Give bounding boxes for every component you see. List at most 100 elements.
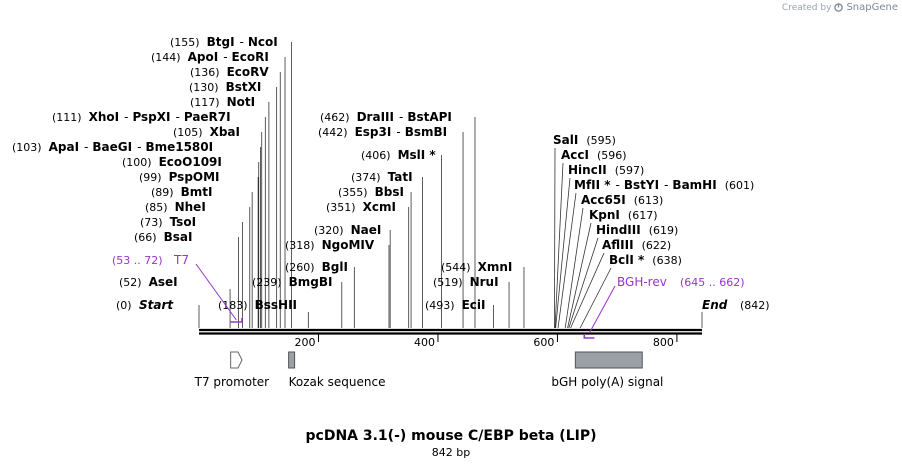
enzyme-site-msli: (406) MslI * [361, 148, 442, 328]
map-length: 842 bp [431, 446, 471, 459]
enzyme-site-pspomi: (99) PspOMI [139, 170, 259, 328]
enzyme-position: (66) [134, 231, 157, 244]
enzyme-site-draiii: (462) DraIII - BstAPI [320, 110, 476, 328]
feature-arrow [230, 351, 243, 369]
enzyme-name: AseI [149, 275, 178, 289]
credit-prefix: Created by [781, 2, 832, 13]
enzyme-site-hincii: HincII (597) [555, 163, 645, 329]
enzyme-name: NruI [470, 275, 499, 289]
enzyme-name: BsaI [164, 230, 193, 244]
enzyme-site-bmti: (89) BmtI [151, 185, 253, 328]
enzyme-name: NcoI [248, 35, 278, 49]
enzyme-name: NotI [227, 95, 256, 109]
enzyme-name: PspXI [132, 110, 170, 124]
enzyme-separator: - [399, 110, 403, 124]
enzyme-position: (155) [170, 36, 200, 49]
enzyme-site-ngomiv: (318) NgoMIV [285, 238, 390, 328]
enzyme-position: (73) [140, 216, 163, 229]
marker-name: End [702, 298, 728, 312]
enzyme-name: TsoI [170, 215, 196, 229]
feature-box [574, 351, 643, 369]
enzyme-separator: - [84, 140, 88, 154]
enzyme-separator: - [124, 110, 128, 124]
snapgene-credit: Created by SnapGene [782, 2, 898, 13]
axis-tick-label-200: 200 [294, 336, 315, 349]
feature-box [288, 351, 296, 369]
enzyme-leader-line [564, 207, 584, 329]
enzyme-leader-line [554, 147, 556, 329]
axis-tick-label-600: 600 [533, 336, 554, 349]
enzyme-position: (351) [326, 201, 356, 214]
enzyme-site-naei: (320) NaeI [314, 223, 391, 328]
enzyme-position: (622) [642, 239, 672, 252]
enzyme-name: BmgBI [289, 275, 333, 289]
enzyme-name: HindIII [596, 223, 641, 237]
enzyme-name: BglI [322, 260, 348, 274]
enzyme-site-esp3i: (442) Esp3I - BsmBI [318, 125, 464, 328]
primer-arrow [230, 318, 243, 323]
enzyme-name: BstYI [624, 178, 659, 192]
feature-label: Kozak sequence [289, 375, 386, 389]
enzyme-site-bsai: (66) BsaI [134, 230, 239, 328]
enzyme-site-xhoi: (111) XhoI - PspXI - PaeR7I [52, 110, 266, 328]
enzyme-name: SalI [553, 133, 578, 147]
enzyme-site-btgi: (155) BtgI - NcoI [170, 35, 292, 328]
enzyme-site-nhei: (85) NheI [145, 200, 251, 328]
enzyme-name: XmnI [478, 260, 513, 274]
enzyme-position: (183) [218, 299, 248, 312]
enzyme-name: NaeI [351, 223, 382, 237]
enzyme-position: (144) [151, 51, 181, 64]
enzyme-name: DraIII [357, 110, 394, 124]
marker-position: (842) [740, 299, 770, 312]
primer-leader-line [588, 285, 616, 334]
enzyme-name: PaeR7I [184, 110, 231, 124]
enzyme-site-nrui: (519) NruI [433, 275, 510, 328]
enzyme-name: MslI * [398, 148, 437, 162]
enzyme-separator: - [223, 50, 227, 64]
map-title: pcDNA 3.1(-) mouse C/EBP beta (LIP) [305, 428, 597, 444]
enzyme-position: (136) [190, 66, 220, 79]
marker-start: (0) Start [116, 298, 200, 328]
enzyme-name: MfII * [574, 178, 611, 192]
enzyme-site-xmni: (544) XmnI [441, 260, 525, 328]
enzyme-leader-line [579, 267, 612, 329]
enzyme-name: BclI * [609, 253, 645, 267]
enzyme-site-tsoi: (73) TsoI [140, 215, 244, 328]
enzyme-position: (519) [433, 276, 463, 289]
credit-brand: SnapGene [846, 2, 898, 13]
enzyme-name: KpnI [589, 208, 620, 222]
enzyme-name: BsmBI [405, 125, 447, 139]
enzyme-position: (99) [139, 171, 162, 184]
axis-tick-label-800: 800 [653, 336, 674, 349]
enzyme-position: (597) [615, 164, 645, 177]
enzyme-position: (320) [314, 224, 344, 237]
axis-tick-label-400: 400 [414, 336, 435, 349]
enzyme-position: (462) [320, 111, 350, 124]
primer-name: BGH-rev [617, 275, 667, 289]
enzyme-site-bstxi: (130) BstXI [189, 80, 278, 328]
enzyme-site-acci: AccI (596) [554, 148, 627, 329]
enzyme-position: (260) [285, 261, 315, 274]
enzyme-position: (601) [725, 179, 755, 192]
enzyme-name: TatI [388, 170, 413, 184]
enzyme-site-hindiii: HindIII (619) [568, 223, 679, 329]
enzyme-name: XbaI [210, 125, 240, 139]
enzyme-name: NgoMIV [322, 238, 375, 252]
enzyme-position: (617) [628, 209, 658, 222]
enzyme-site-apoi: (144) ApoI - EcoRI [151, 50, 286, 328]
enzyme-position: (100) [122, 156, 152, 169]
enzyme-position: (239) [252, 276, 282, 289]
enzyme-site-ecoo109i: (100) EcoO109I [122, 155, 260, 328]
marker-end: End (842) [701, 298, 770, 328]
enzyme-site-bbsi: (355) BbsI [338, 185, 412, 328]
enzyme-site-kpni: KpnI (617) [567, 208, 658, 329]
enzyme-position: (619) [649, 224, 679, 237]
primer-arrow [583, 334, 595, 339]
enzyme-position: (596) [597, 149, 627, 162]
enzyme-name: NheI [175, 200, 206, 214]
enzyme-leader-line [557, 192, 577, 329]
feature-bgh-poly-a-signal: bGH poly(A) signal [551, 351, 663, 389]
enzyme-site-xbai: (105) XbaI [173, 125, 263, 328]
enzyme-site-apai: (103) ApaI - BaeGI - Bme1580I [12, 140, 261, 328]
enzyme-name: EcoRI [232, 50, 269, 64]
